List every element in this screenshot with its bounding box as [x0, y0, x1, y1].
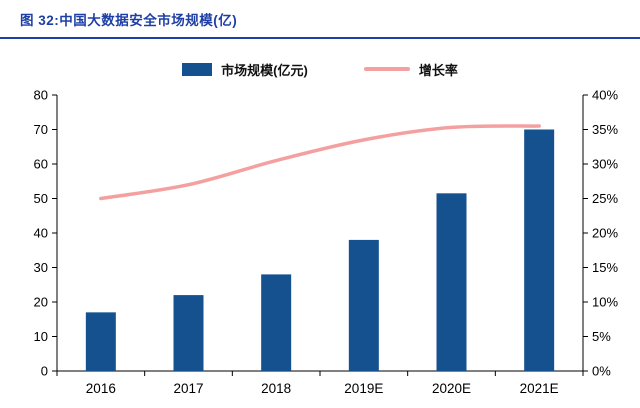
- legend-label-growth-rate: 增长率: [418, 62, 458, 78]
- right-axis-label: 5%: [592, 329, 611, 344]
- x-axis-category-label: 2017: [173, 381, 203, 396]
- bar-series-swatch: [182, 62, 213, 76]
- line-series-swatch: [363, 67, 410, 71]
- left-axis-label: 20: [34, 295, 48, 310]
- bar-2021E: [524, 129, 555, 371]
- right-axis-label: 40%: [592, 88, 618, 103]
- left-axis-label: 80: [34, 88, 48, 103]
- left-axis-label: 10: [34, 329, 48, 344]
- left-axis-label: 30: [34, 260, 48, 275]
- left-axis-label: 60: [34, 157, 48, 172]
- right-axis-label: 25%: [592, 191, 618, 206]
- right-axis-label: 30%: [592, 157, 618, 172]
- bar-2016: [85, 312, 116, 371]
- page-title: 图 32:中国大数据安全市场规模(亿): [20, 13, 238, 28]
- left-axis-label: 40: [34, 226, 48, 241]
- figure-header: 图 32:中国大数据安全市场规模(亿): [0, 0, 640, 39]
- right-axis-label: 15%: [592, 260, 618, 275]
- x-axis-category-label: 2018: [261, 381, 291, 396]
- legend-item-market-size: 市场规模(亿元): [182, 60, 308, 79]
- x-axis-category-label: 2019E: [344, 381, 383, 396]
- left-axis-label: 70: [34, 122, 48, 137]
- growth-rate-line: [99, 124, 541, 201]
- chart-plot: 0 10 20 30 40 50 60 70 80 0% 5% 10% 15% 20% 25% 30% 35% 4…: [34, 88, 619, 397]
- right-axis-label: 10%: [592, 295, 618, 310]
- right-axis-label: 0%: [592, 364, 611, 379]
- x-axis-category-label: 2020E: [432, 381, 471, 396]
- bar-2020E: [436, 193, 467, 371]
- legend-item-growth-rate: 增长率: [363, 60, 458, 79]
- right-axis-label: 20%: [592, 226, 618, 241]
- right-axis-label: 35%: [592, 122, 618, 137]
- x-axis-category-label: 2021E: [520, 381, 559, 396]
- x-axis-category-label: 2016: [86, 381, 116, 396]
- legend-label-market-size: 市场规模(亿元): [221, 62, 308, 78]
- left-axis-label: 0: [41, 364, 48, 379]
- bar-2019E: [348, 239, 379, 371]
- left-axis-label: 50: [34, 191, 48, 206]
- bar-2018: [261, 274, 292, 371]
- chart-legend: 市场规模(亿元) 增长率: [0, 60, 640, 79]
- bar-2017: [173, 295, 204, 371]
- chart-area: 0 10 20 30 40 50 60 70 80 0% 5% 10% 15% 20% 25% 30% 35% 4…: [0, 83, 640, 408]
